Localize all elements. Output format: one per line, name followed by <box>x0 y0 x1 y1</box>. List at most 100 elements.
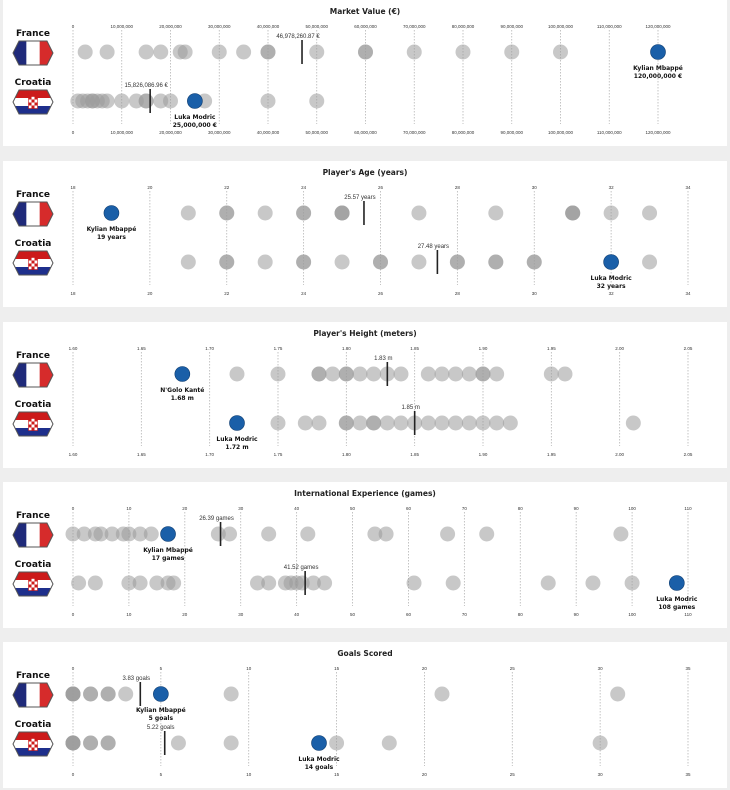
player-dot <box>138 44 154 60</box>
mean-label: 27.48 years <box>418 244 449 250</box>
tick-label-top: 35 <box>685 666 691 671</box>
player-dot <box>434 686 450 702</box>
player-dot <box>311 366 327 382</box>
player-dot <box>334 254 350 270</box>
team-label-france: France <box>16 511 50 521</box>
player-dot <box>83 735 99 751</box>
tick-label-top: 70,000,000 <box>403 24 426 29</box>
player-dot <box>625 415 641 431</box>
player-dot <box>219 205 235 221</box>
tick-label-bottom: 2.00 <box>615 452 624 457</box>
tick-label-bottom: 1.85 <box>410 452 419 457</box>
flag-croatia-icon <box>12 411 54 437</box>
player-dot <box>65 735 81 751</box>
tick-label-top: 110,000,000 <box>597 24 622 29</box>
player-dot <box>352 366 368 382</box>
player-dot <box>448 366 464 382</box>
tick-label-bottom: 30 <box>238 612 244 617</box>
tick-label-top: 2.05 <box>684 346 693 351</box>
highlight-value: 32 years <box>597 283 626 290</box>
tick-label-bottom: 28 <box>455 291 461 296</box>
tick-label-top: 20 <box>147 185 153 190</box>
mean-label: 26.39 games <box>199 516 234 522</box>
player-dot <box>260 93 276 109</box>
tick-label-bottom: 10 <box>126 612 132 617</box>
highlight-name: Luka Modric <box>216 436 258 443</box>
highlight-dot <box>160 526 176 542</box>
tick-label-top: 80 <box>518 506 524 511</box>
tick-label-bottom: 60 <box>406 612 412 617</box>
player-dot <box>132 526 148 542</box>
flag-croatia-icon <box>12 89 54 115</box>
tick-label-top: 20 <box>182 506 188 511</box>
team-label-france: France <box>16 351 50 361</box>
tick-label-bottom: 120,000,000 <box>645 130 671 135</box>
highlight-dot <box>603 254 619 270</box>
tick-label-top: 26 <box>378 185 384 190</box>
player-dot <box>553 44 568 60</box>
tick-label-bottom: 1.80 <box>342 452 351 457</box>
player-dot <box>250 575 265 591</box>
player-dot <box>309 93 325 109</box>
highlight-value: 5 goals <box>149 715 174 722</box>
player-dot <box>455 44 471 60</box>
highlight-name: Kylian Mbappé <box>87 226 137 233</box>
tick-label-top: 40 <box>294 506 300 511</box>
player-dot <box>166 575 182 591</box>
player-dot <box>257 205 273 221</box>
player-dot <box>132 575 148 591</box>
player-dot <box>592 735 608 751</box>
player-dot <box>352 415 368 431</box>
player-dot <box>83 686 99 702</box>
tick-label-top: 34 <box>685 185 691 190</box>
highlight-dot <box>650 44 666 60</box>
tick-label-bottom: 1.90 <box>479 452 488 457</box>
player-dot <box>329 735 345 751</box>
tick-label-bottom: 32 <box>609 291 615 296</box>
highlight-name: Luka Modric <box>174 114 216 121</box>
player-dot <box>219 254 235 270</box>
tick-label-bottom: 30,000,000 <box>208 130 231 135</box>
player-dot <box>461 415 477 431</box>
player-dot <box>338 366 354 382</box>
flag-france-icon <box>12 40 54 66</box>
tick-label-bottom: 1.75 <box>274 452 283 457</box>
highlight-dot <box>153 686 169 702</box>
tick-label-top: 60,000,000 <box>354 24 377 29</box>
tick-label-top: 1.65 <box>137 346 146 351</box>
team-label-france: France <box>16 190 50 200</box>
player-dot <box>270 366 286 382</box>
tick-label-bottom: 5 <box>160 772 163 777</box>
player-dot <box>223 735 239 751</box>
tick-label-top: 60 <box>406 506 412 511</box>
highlight-name: N'Golo Kanté <box>160 387 204 394</box>
highlight-name: Luka Modric <box>591 275 633 282</box>
player-dot <box>138 93 154 109</box>
chart-title: Goals Scored <box>337 649 392 658</box>
mean-label: 5.22 goals <box>147 725 175 731</box>
tick-label-top: 80,000,000 <box>452 24 475 29</box>
tick-label-bottom: 60,000,000 <box>354 130 377 135</box>
player-dot <box>504 44 520 60</box>
tick-label-top: 0 <box>72 506 75 511</box>
tick-label-top: 1.95 <box>547 346 556 351</box>
tick-label-top: 25 <box>510 666 516 671</box>
player-dot <box>177 44 193 60</box>
tick-label-bottom: 30 <box>598 772 604 777</box>
player-dot <box>311 415 327 431</box>
tick-label-bottom: 100 <box>628 612 636 617</box>
player-dot <box>296 205 312 221</box>
tick-label-bottom: 10,000,000 <box>110 130 133 135</box>
tick-label-top: 30 <box>238 506 244 511</box>
tick-label-top: 90 <box>574 506 580 511</box>
highlight-dot <box>229 415 245 431</box>
player-dot <box>420 415 436 431</box>
player-dot <box>143 526 159 542</box>
mean-label: 1.85 m <box>401 405 419 411</box>
player-dot <box>121 526 137 542</box>
mean-label: 25.57 years <box>344 195 375 201</box>
highlight-dot <box>311 735 327 751</box>
player-dot <box>71 575 87 591</box>
player-dot <box>170 735 186 751</box>
player-dot <box>334 205 350 221</box>
